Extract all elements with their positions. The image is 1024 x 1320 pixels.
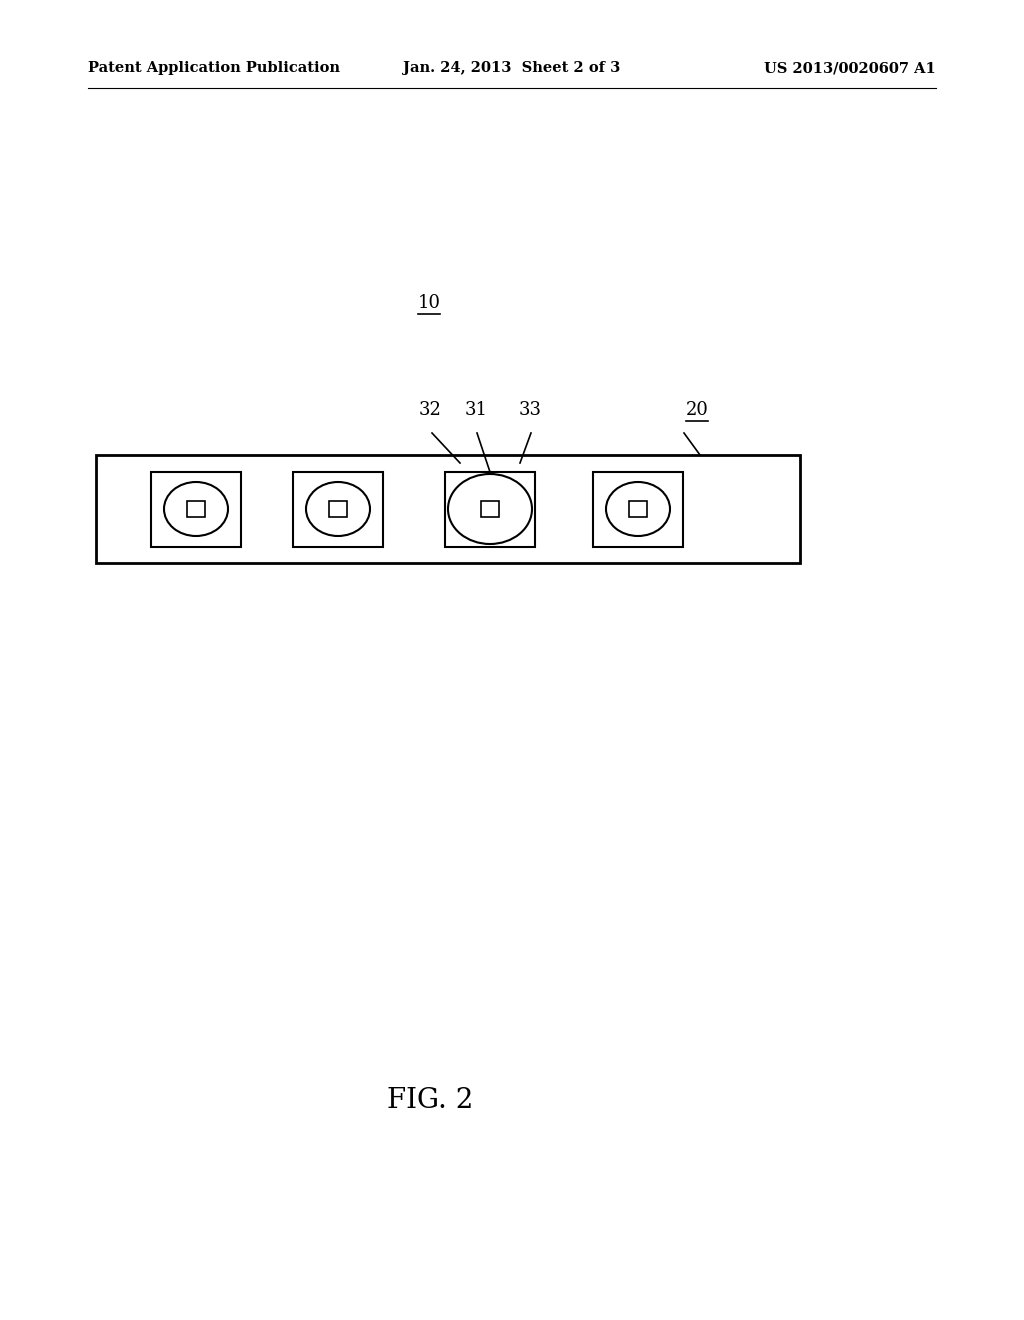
Bar <box>593 471 683 546</box>
Ellipse shape <box>606 482 670 536</box>
Bar <box>481 502 499 517</box>
Text: 31: 31 <box>465 401 487 418</box>
Text: FIG. 2: FIG. 2 <box>387 1086 473 1114</box>
Ellipse shape <box>164 482 228 536</box>
Bar <box>445 471 535 546</box>
Bar <box>629 502 647 517</box>
Bar <box>96 455 800 564</box>
Ellipse shape <box>306 482 370 536</box>
Text: 32: 32 <box>419 401 441 418</box>
Bar <box>293 471 383 546</box>
Text: 10: 10 <box>418 294 441 312</box>
Text: US 2013/0020607 A1: US 2013/0020607 A1 <box>764 61 936 75</box>
Ellipse shape <box>449 474 532 544</box>
Bar <box>151 471 241 546</box>
Text: 33: 33 <box>518 401 542 418</box>
Bar <box>187 502 205 517</box>
Text: Patent Application Publication: Patent Application Publication <box>88 61 340 75</box>
Bar <box>329 502 347 517</box>
Text: Jan. 24, 2013  Sheet 2 of 3: Jan. 24, 2013 Sheet 2 of 3 <box>403 61 621 75</box>
Text: 20: 20 <box>686 401 709 418</box>
